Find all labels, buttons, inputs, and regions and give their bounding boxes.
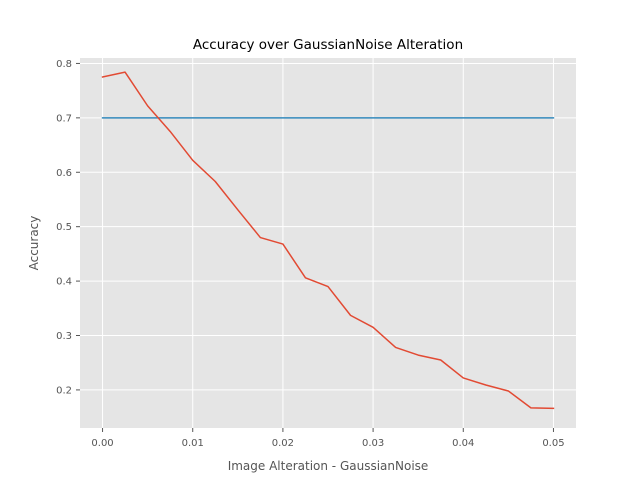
plot-area — [80, 58, 576, 428]
y-tick-label: 0.3 — [56, 331, 72, 342]
x-tick-label: 0.05 — [542, 438, 564, 449]
axis-ticks: 0.00 0.01 0.02 0.03 0.04 0.05 0.2 0.3 0.4 0.5 0.6 0… — [56, 59, 564, 449]
y-tick-label: 0.4 — [56, 277, 72, 288]
x-tick-label: 0.03 — [362, 438, 384, 449]
chart-title: Accuracy over GaussianNoise Alteration — [193, 37, 463, 53]
x-tick-label: 0.01 — [182, 438, 204, 449]
x-tick-label: 0.02 — [272, 438, 294, 449]
series-lines — [101, 71, 555, 410]
series-line-1 — [101, 71, 555, 410]
y-tick-label: 0.8 — [56, 59, 72, 70]
x-axis-label: Image Alteration - GaussianNoise — [228, 459, 429, 473]
x-tick-label: 0.04 — [452, 438, 474, 449]
y-tick-label: 0.6 — [56, 168, 72, 179]
y-axis-label: Accuracy — [27, 216, 41, 271]
y-tick-label: 0.7 — [56, 113, 72, 124]
y-tick-label: 0.2 — [56, 385, 72, 396]
y-tick-label: 0.5 — [56, 222, 72, 233]
x-tick-label: 0.00 — [91, 438, 113, 449]
